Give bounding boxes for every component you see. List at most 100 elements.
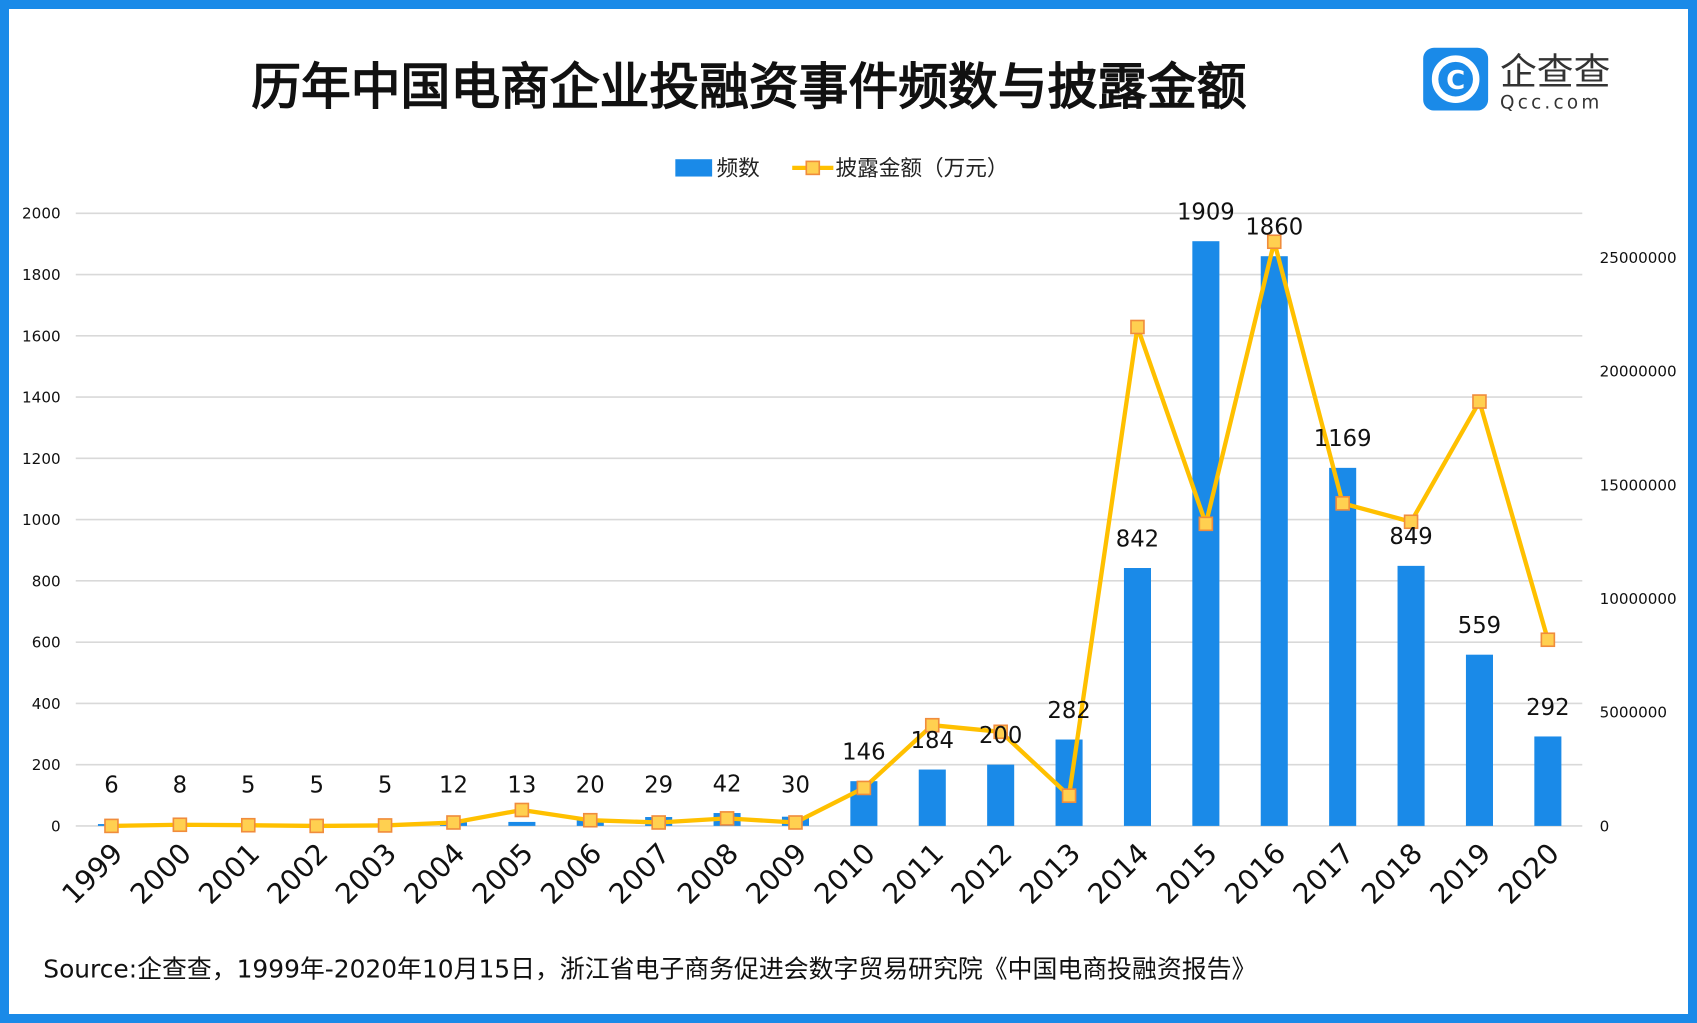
amount-marker: [856, 780, 872, 796]
y-left-tick-label: 400: [32, 695, 61, 713]
x-tick-label: 2019: [1423, 837, 1497, 911]
amount-line: [111, 239, 1550, 829]
y-left-tick-label: 1800: [22, 266, 61, 284]
bar: [1192, 241, 1220, 826]
data-label: 20: [576, 772, 605, 798]
amount-marker: [1061, 788, 1077, 803]
data-label: 1860: [1245, 215, 1303, 241]
data-label: 13: [507, 772, 536, 798]
x-tick-label: 2007: [603, 837, 677, 911]
data-label: 292: [1526, 695, 1569, 721]
amount-marker: [1130, 319, 1145, 335]
amount-marker: [1540, 632, 1556, 648]
amount-marker: [1403, 514, 1419, 530]
data-label: 184: [911, 728, 954, 754]
legend: 频数 披露金额（万元）: [675, 156, 1009, 181]
logo-name: 企查查: [1500, 51, 1610, 94]
logo-icon-letter: C: [1446, 66, 1465, 96]
data-label: 6: [104, 772, 118, 798]
x-tick-label: 2005: [466, 837, 540, 911]
amount-marker: [104, 818, 119, 834]
amount-marker: [651, 815, 666, 830]
x-tick-label: 2008: [671, 837, 745, 911]
x-tick-label: 2017: [1287, 837, 1361, 911]
x-tick-label: 2012: [945, 837, 1019, 911]
y-left-tick-label: 1200: [22, 450, 61, 468]
y-left-tick-label: 600: [32, 634, 61, 652]
bar: [1260, 256, 1288, 826]
y-right-tick-label: 25000000: [1600, 249, 1677, 267]
x-tick-label: 2002: [261, 837, 335, 911]
data-label: 5: [378, 772, 392, 798]
legend-bar-swatch: [675, 159, 713, 177]
y-left-tick-label: 1400: [22, 389, 61, 407]
x-tick-label: 2018: [1355, 837, 1429, 911]
data-label: 842: [1116, 526, 1159, 552]
x-tick-label: 2001: [192, 837, 266, 911]
x-tick-label: 1999: [55, 837, 129, 911]
amount-marker: [514, 802, 530, 818]
amount-marker: [1266, 234, 1282, 250]
data-label: 282: [1047, 698, 1090, 724]
y-right-tick-label: 10000000: [1600, 590, 1677, 608]
y-right-tick-label: 15000000: [1600, 476, 1677, 494]
x-tick-label: 2003: [329, 837, 403, 911]
x-tick-label: 2009: [739, 837, 813, 911]
bar: [918, 769, 946, 826]
logo: C 企查查 Qcc.com: [1423, 47, 1610, 113]
bar: [1397, 565, 1425, 826]
legend-line-marker: [805, 160, 821, 176]
data-label: 30: [781, 772, 810, 798]
x-tick-label: 2020: [1492, 837, 1566, 911]
y-left-tick-label: 1600: [22, 327, 61, 345]
amount-marker: [924, 717, 940, 733]
y-left-tick-label: 800: [32, 572, 61, 590]
y-left-tick-label: 1000: [22, 511, 61, 529]
y-left-tick-label: 200: [32, 756, 61, 774]
amount-marker: [1472, 394, 1487, 409]
amount-marker: [788, 815, 803, 830]
bar: [1534, 736, 1562, 826]
bar: [1123, 568, 1151, 826]
bar: [1329, 467, 1357, 826]
y-right-tick-label: 5000000: [1600, 704, 1667, 722]
amount-marker: [719, 811, 735, 826]
amount-marker: [172, 817, 188, 833]
data-label: 42: [713, 771, 742, 797]
data-label: 5: [309, 772, 323, 798]
bar: [1465, 654, 1493, 826]
x-tick-label: 2000: [124, 837, 198, 911]
x-tick-label: 2013: [1013, 837, 1087, 911]
data-label: 29: [644, 772, 673, 798]
x-tick-label: 2016: [1218, 837, 1292, 911]
x-tick-label: 2011: [876, 837, 950, 911]
chart-title: 历年中国电商企业投融资事件频数与披露金额: [251, 58, 1247, 116]
amount-marker: [240, 817, 256, 833]
data-label: 146: [842, 740, 885, 766]
logo-domain: Qcc.com: [1500, 92, 1602, 113]
data-label: 200: [979, 723, 1022, 749]
amount-marker: [1198, 516, 1214, 532]
y-right-tick-label: 0: [1600, 817, 1610, 835]
source-note: Source:企查查，1999年-2020年10月15日，浙江省电子商务促进会数…: [43, 954, 1256, 983]
amount-marker: [377, 818, 393, 833]
x-tick-label: 2015: [1150, 837, 1224, 911]
amount-marker: [582, 812, 598, 828]
bar: [987, 764, 1015, 826]
data-label: 559: [1458, 613, 1501, 639]
data-label: 1909: [1177, 200, 1235, 226]
y-left-tick-label: 2000: [22, 205, 61, 223]
x-tick-label: 2014: [1081, 837, 1155, 911]
x-tick-label: 2004: [397, 837, 471, 911]
legend-line-label: 披露金额（万元）: [836, 156, 1009, 181]
data-label: 5: [241, 772, 255, 798]
legend-bar-label: 频数: [716, 156, 760, 181]
y-right-tick-label: 20000000: [1600, 363, 1677, 381]
data-label: 1169: [1314, 426, 1372, 452]
amount-marker: [1335, 496, 1350, 511]
bar: [508, 821, 536, 826]
y-left-tick-label: 0: [51, 817, 61, 835]
data-label: 8: [173, 772, 187, 798]
